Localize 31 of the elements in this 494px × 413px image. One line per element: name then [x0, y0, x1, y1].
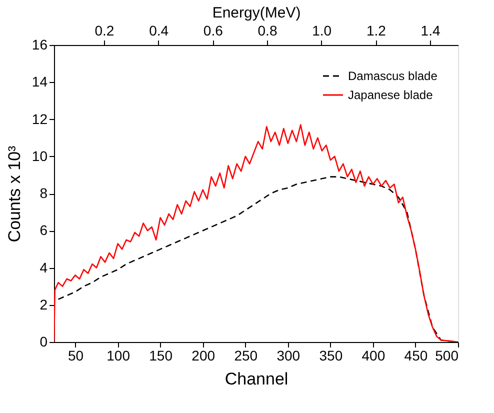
y-tick-label: 8 — [40, 185, 48, 201]
x-tick-label: 100 — [106, 348, 130, 364]
x-tick-label: 300 — [276, 348, 300, 364]
y-tick-label: 14 — [32, 74, 48, 90]
x2-axis-title: Energy(MeV) — [212, 4, 301, 22]
x-tick-label: 150 — [149, 348, 173, 364]
x-tick-label: 350 — [319, 348, 343, 364]
x2-tick-label: 0.4 — [149, 22, 169, 38]
x-axis-title: Channel — [224, 370, 288, 388]
x-tick-label: 50 — [68, 348, 84, 364]
y-tick-label: 12 — [32, 110, 48, 127]
legend-label: Damascus blade — [348, 69, 438, 83]
y-tick-label: 16 — [32, 36, 48, 52]
x2-tick-label: 0.6 — [203, 22, 224, 38]
y-tick-label: 4 — [40, 259, 48, 276]
x-tick-label: 200 — [192, 348, 216, 364]
x2-tick-label: 1.0 — [312, 22, 332, 38]
x2-tick-label: 0.8 — [258, 22, 278, 38]
x-tick-label: 500 — [435, 348, 459, 364]
y-tick-label: 2 — [40, 296, 48, 312]
x2-tick-label: 1.2 — [366, 22, 386, 38]
y-tick-label: 10 — [32, 148, 48, 164]
y-tick-label: 6 — [40, 222, 48, 238]
x2-tick-label: 0.2 — [94, 22, 114, 38]
legend-label: Japanese blade — [348, 88, 434, 102]
y-tick-label: 0 — [40, 334, 48, 350]
x-tick-label: 450 — [404, 348, 428, 364]
x-tick-label: 400 — [362, 348, 386, 364]
x-tick-label: 250 — [234, 348, 258, 364]
x2-tick-label: 1.4 — [420, 22, 440, 38]
y-axis-title: Counts x 10³ — [4, 145, 24, 242]
